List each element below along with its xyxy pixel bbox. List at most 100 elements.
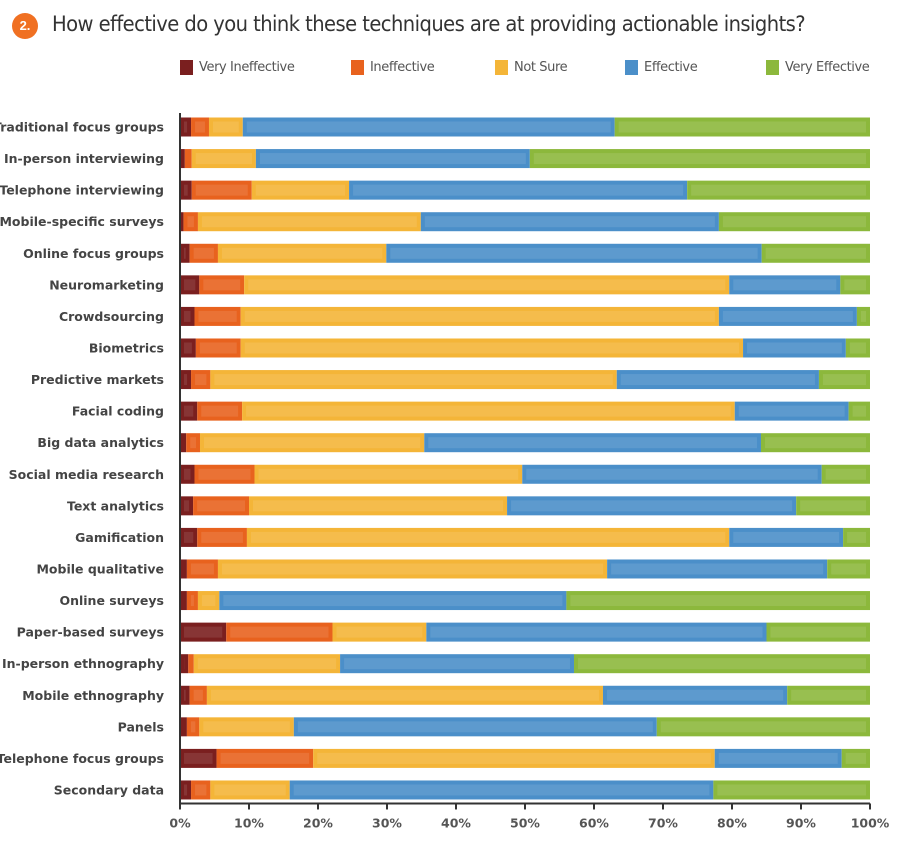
question-number-badge: 2. [12, 13, 38, 39]
bar-segment-highlight [184, 500, 190, 512]
bar-segment-highlight [203, 279, 241, 291]
bar-segment-highlight [847, 531, 866, 543]
bar-segment-highlight [825, 468, 866, 480]
bar-segment-highlight [197, 500, 245, 512]
category-label: Neuromarketing [49, 277, 164, 292]
bar-segment-highlight [248, 279, 726, 291]
legend-item: Very Effective [766, 60, 870, 75]
bar-segment-highlight [791, 689, 866, 701]
bar-segment-highlight [210, 689, 599, 701]
bar-segment-highlight [511, 500, 793, 512]
bar-segment-highlight [223, 595, 563, 607]
bar-segment-highlight [184, 342, 192, 354]
bar-segment-highlight [201, 531, 243, 543]
bar-segment-highlight [250, 531, 726, 543]
bar-segment-highlight [764, 437, 866, 449]
bar-segment-highlight [184, 468, 191, 480]
category-label: Predictive markets [31, 372, 164, 387]
category-label: Telephone interviewing [0, 183, 164, 198]
bar-segment-highlight [611, 563, 824, 575]
bar-segment-highlight [187, 216, 194, 228]
category-label: Mobile-specific surveys [0, 214, 164, 229]
bar-segment-highlight [195, 784, 207, 796]
bar-segment-highlight [852, 405, 866, 417]
bar-segment-highlight [212, 121, 239, 133]
legend-item: Not Sure [495, 60, 568, 75]
bar-segment-highlight [201, 595, 216, 607]
bar-segment-highlight [253, 500, 504, 512]
bar-segment-highlight [255, 184, 346, 196]
bar-segment-highlight [428, 437, 757, 449]
bar-segment-highlight [214, 784, 286, 796]
bar-segment-highlight [198, 468, 251, 480]
legend-swatch [766, 60, 779, 75]
legend-swatch [625, 60, 638, 75]
bar-segment-highlight [201, 405, 239, 417]
bar-segment-highlight [336, 626, 423, 638]
bar-segment-highlight [184, 752, 213, 764]
bar-segment [184, 149, 192, 169]
bar-segment-highlight [204, 437, 421, 449]
legend-label: Very Effective [785, 60, 870, 75]
category-label: In-person ethnography [2, 656, 164, 671]
category-label: Online focus groups [23, 246, 164, 261]
bar-segment-highlight [199, 342, 237, 354]
category-label: Traditional focus groups [0, 120, 164, 135]
category-label: Secondary data [54, 782, 164, 797]
bar-segment-highlight [822, 374, 866, 386]
bar-segment-highlight [184, 784, 188, 796]
bar-segment-highlight [195, 374, 207, 386]
bar-segment-highlight [526, 468, 818, 480]
legend-item: Effective [625, 60, 698, 75]
category-label: Telephone focus groups [0, 751, 164, 766]
category-label: Big data analytics [37, 435, 164, 450]
legend-label: Ineffective [370, 60, 435, 75]
bar-segment-highlight [722, 310, 853, 322]
legend-label: Not Sure [514, 60, 568, 75]
bar-segment-highlight [691, 184, 866, 196]
bar-segment-highlight [184, 689, 186, 701]
bar-segment-highlight [184, 247, 186, 259]
bar-segment-highlight [258, 468, 519, 480]
bar-segment-highlight [860, 310, 866, 322]
bar-segment-highlight [733, 531, 840, 543]
bar-segment-highlight [765, 247, 866, 259]
bar-segment-highlight [195, 184, 248, 196]
category-label: Facial coding [72, 404, 164, 419]
category-label: Text analytics [67, 498, 164, 513]
x-tick-label: 100% [851, 815, 890, 830]
bar-segment-highlight [844, 279, 866, 291]
category-label: Mobile qualitative [36, 561, 164, 576]
bar-segment-highlight [353, 184, 684, 196]
category-label: Mobile ethnography [22, 688, 164, 703]
bar-segment-highlight [606, 689, 784, 701]
bar-segment [180, 559, 187, 579]
bar-segment-highlight [620, 374, 815, 386]
category-label: Social media research [9, 467, 164, 482]
bar-segment-highlight [718, 752, 838, 764]
legend-item: Very Ineffective [180, 60, 295, 75]
bar-segment-highlight [344, 658, 570, 670]
legend-swatch [495, 60, 508, 75]
bar-segment-highlight [722, 216, 866, 228]
legend-label: Effective [644, 60, 698, 75]
bar-segment-highlight [660, 721, 866, 733]
bar-segment-highlight [203, 721, 290, 733]
bar-segment-highlight [221, 563, 604, 575]
bar-segment-highlight [184, 626, 223, 638]
legend-label: Very Ineffective [199, 60, 295, 75]
bar-segment-highlight [430, 626, 763, 638]
category-label: Biometrics [89, 340, 164, 355]
bar-segment-highlight [246, 405, 731, 417]
bar-segment-highlight [195, 121, 205, 133]
x-tick-label: 0% [169, 815, 191, 830]
bar-segment-highlight [184, 121, 188, 133]
bar-segment-highlight [577, 658, 866, 670]
x-tick-label: 50% [510, 815, 540, 830]
bar-segment-highlight [800, 500, 866, 512]
bar-segment-highlight [390, 247, 758, 259]
category-label: Panels [118, 719, 164, 734]
bar-segment-highlight [246, 121, 611, 133]
bar-segment-highlight [244, 342, 740, 354]
